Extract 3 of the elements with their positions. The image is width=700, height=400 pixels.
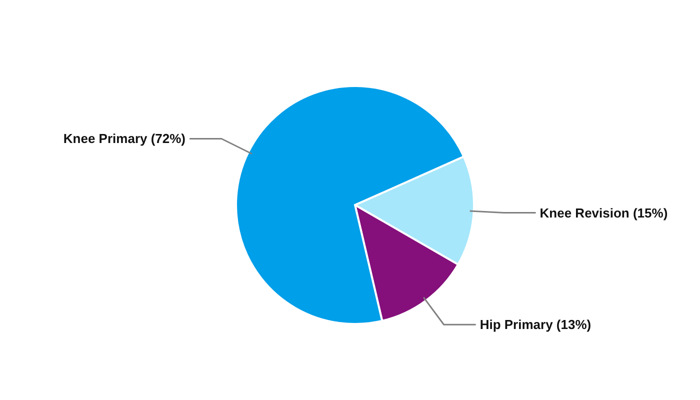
slice-label: Knee Primary (72%) (63, 131, 186, 146)
slice-label: Knee Revision (15%) (540, 205, 668, 220)
slice-label: Hip Primary (13%) (480, 317, 592, 332)
